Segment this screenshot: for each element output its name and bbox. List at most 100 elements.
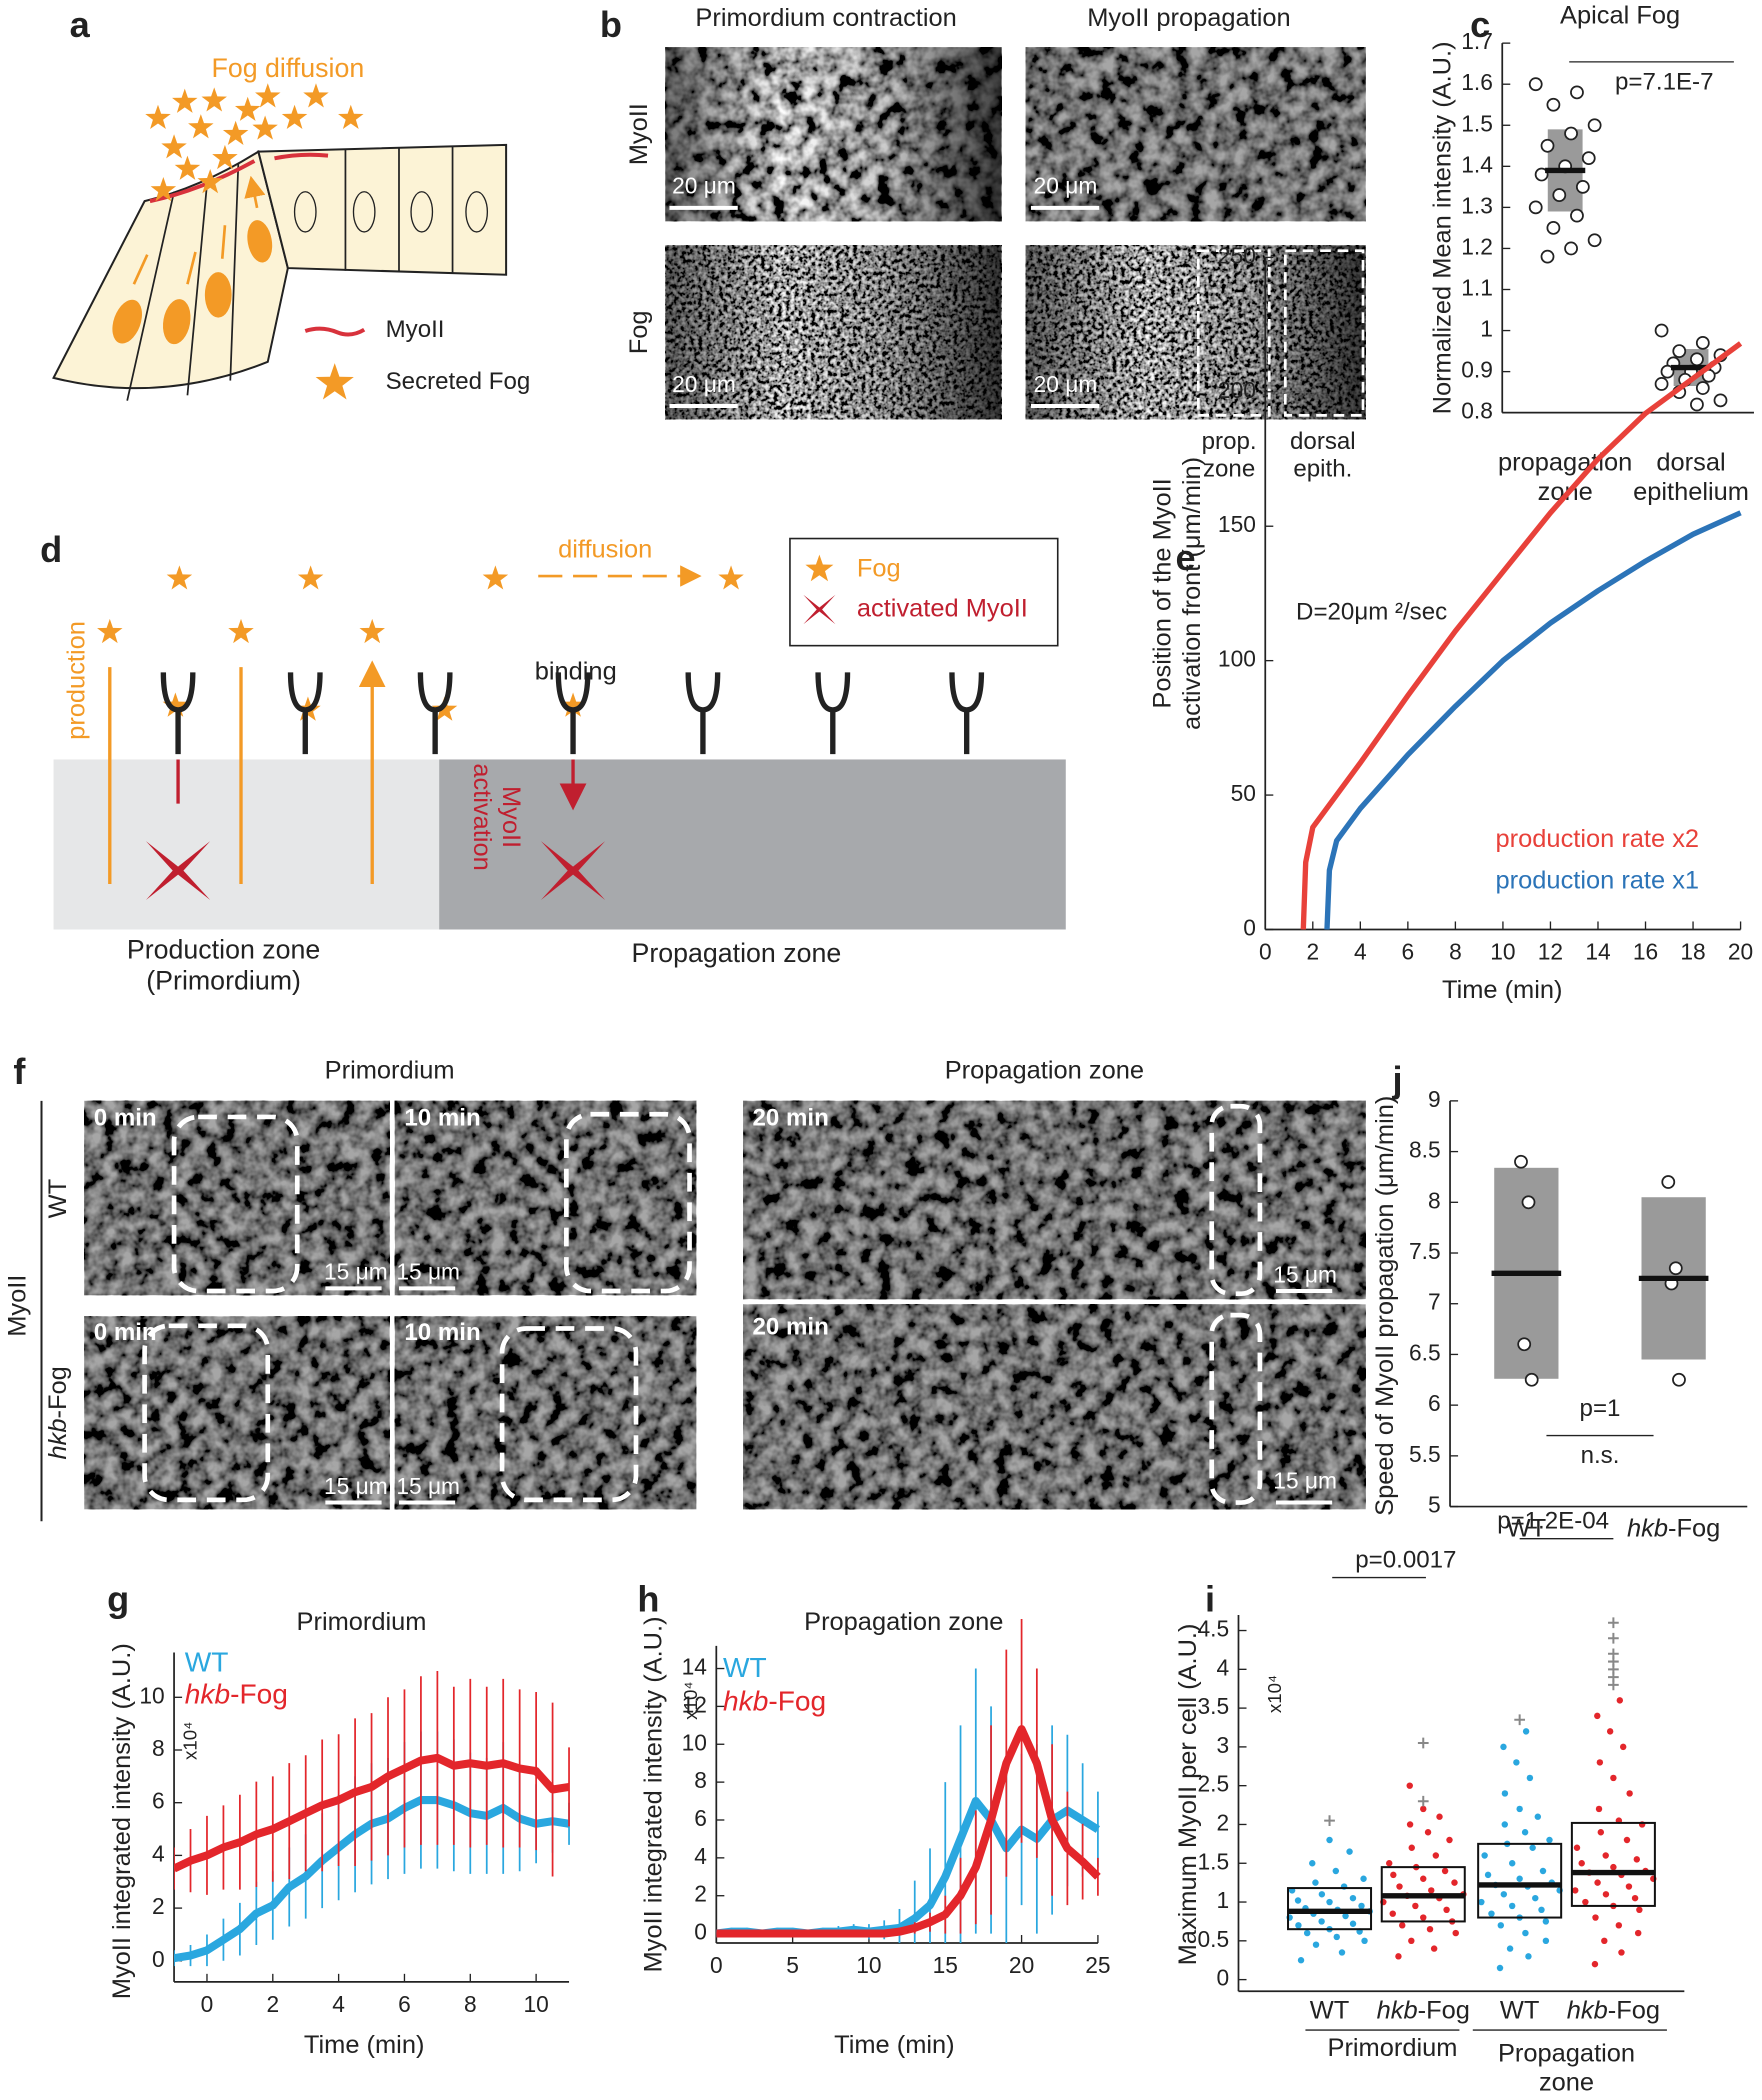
data-point — [1412, 1902, 1419, 1910]
panel-b-images: Primordium contraction MyoII propagation… — [625, 4, 1366, 483]
data-point — [1626, 1790, 1633, 1797]
y-tick-label: 14 — [682, 1654, 707, 1680]
data-point — [1532, 1894, 1539, 1902]
data-point — [1358, 1902, 1365, 1910]
data-point — [1526, 1774, 1534, 1782]
panel-a-diagram-part — [465, 191, 489, 233]
data-point — [1623, 1836, 1631, 1844]
data-point — [1333, 1933, 1340, 1941]
legend-label: activated MyoII — [857, 594, 1028, 622]
data-point — [1592, 1914, 1599, 1921]
panel-a-diagram-part — [222, 120, 249, 146]
panel-a-diagram-part — [145, 104, 171, 129]
panel-f-images-part — [325, 1286, 1333, 1505]
data-point — [1570, 208, 1584, 223]
data-point — [1525, 1953, 1532, 1960]
panel-letters-part: g — [107, 1578, 129, 1619]
time-label: 0 min — [94, 1319, 157, 1346]
panel-d-diagram: Fog activated MyoII diffusion production… — [53, 535, 1066, 995]
data-point — [1420, 1805, 1427, 1813]
panel-a-diagram-part — [344, 146, 454, 274]
y-tick-label: 0.5 — [1197, 1926, 1229, 1952]
data-point — [1602, 1891, 1610, 1898]
x-tick-label: 15 — [933, 1952, 958, 1978]
y-tick-label: 7 — [1428, 1289, 1441, 1315]
panel-a-diagram: Fog diffusion MyoII Secreted Fog — [52, 53, 531, 401]
time-label: 0 min — [94, 1105, 157, 1132]
data-point — [1595, 1805, 1603, 1813]
x-tick-label: 18 — [1680, 939, 1705, 965]
x-tick-label: hkb-Fog — [1627, 1514, 1720, 1542]
data-point — [1661, 1175, 1676, 1189]
data-point — [1309, 1860, 1316, 1867]
panel-letters-part: b — [600, 4, 622, 45]
data-point — [1522, 1728, 1530, 1735]
panel-d-diagram-part — [688, 672, 717, 754]
column-label: Propagation zone — [945, 1056, 1144, 1084]
data-point — [1668, 1261, 1683, 1276]
panel-a-diagram-part — [303, 83, 329, 108]
panel-a-diagram-part — [132, 181, 257, 285]
group-label: Primordium — [1327, 2034, 1457, 2062]
panel-a-diagram-part — [234, 96, 261, 121]
data-point — [1517, 1337, 1532, 1352]
data-point — [1546, 221, 1561, 235]
panel-letters-part: d — [40, 528, 62, 569]
annotation: p=7.1E-7 — [1615, 69, 1713, 96]
data-point — [1564, 241, 1578, 256]
data-point — [1540, 138, 1555, 153]
data-point — [1395, 1953, 1402, 1960]
panel-letters-part: a — [70, 4, 91, 45]
scale-bar-label: 15 μm — [324, 1473, 388, 1499]
data-point — [1408, 1937, 1415, 1945]
x-tick-label: 20 — [1009, 1952, 1034, 1978]
panel-a-diagram-part — [172, 88, 198, 113]
y-tick-label: 8 — [152, 1735, 165, 1761]
x-tick-label: 6 — [398, 1991, 411, 2017]
y-tick-label: 1 — [1216, 1887, 1229, 1913]
panel-a-diagram-part — [112, 299, 142, 344]
data-point — [1389, 1910, 1396, 1917]
data-point — [1690, 352, 1704, 367]
y-tick-label: 6 — [1428, 1390, 1441, 1416]
panel-f-images-part — [394, 1316, 697, 1510]
x-tick-label: 14 — [1585, 939, 1610, 965]
legend-label: Secreted Fog — [386, 369, 531, 396]
data-point — [1516, 1875, 1523, 1882]
data-point — [1452, 1929, 1459, 1937]
x-axis-label: Time (min) — [834, 2031, 955, 2059]
y-axis-label: MyoII integrated intensity (A.U.) — [108, 1643, 136, 1999]
x-tick-label: 2 — [1306, 939, 1319, 965]
panel-f-images-part — [142, 1103, 1263, 1505]
data-point — [1312, 1941, 1320, 1948]
data-point — [1573, 1844, 1581, 1851]
data-point — [1575, 179, 1590, 194]
x-tick-label: WT — [1310, 1996, 1350, 2024]
panel-a-diagram-part — [204, 272, 232, 318]
data-point — [1601, 1937, 1608, 1945]
x-tick-label: 16 — [1633, 939, 1658, 965]
x-tick-label: WT — [1500, 1996, 1540, 2024]
scale-bar-label: 15 μm — [1273, 1467, 1337, 1493]
scale-bar-label: 20 μm — [1034, 371, 1098, 397]
axis-multiplier: x10⁴ — [1264, 1675, 1285, 1713]
time-label: 20 min — [752, 1314, 828, 1341]
y-tick-label: 8 — [694, 1767, 707, 1793]
column-label: MyoII propagation — [1087, 4, 1291, 32]
data-point — [1539, 1867, 1547, 1875]
panel-b-images-part — [1284, 249, 1365, 417]
data-point — [1428, 1887, 1435, 1894]
diagram-title: Fog diffusion — [211, 53, 364, 83]
data-point — [1618, 1949, 1625, 1956]
box — [1287, 1887, 1373, 1931]
data-point — [1318, 1918, 1325, 1925]
data-point — [1332, 1867, 1340, 1875]
group-label: Propagation zone — [1498, 2039, 1635, 2096]
data-point — [1484, 1871, 1492, 1879]
panel-b-images-part — [665, 47, 1002, 222]
y-tick-label: 1 — [1480, 316, 1493, 342]
y-tick-label: 2 — [152, 1893, 165, 1919]
data-point — [1529, 1844, 1536, 1851]
data-point — [1294, 1897, 1302, 1904]
y-tick-label: 2 — [1216, 1809, 1229, 1835]
